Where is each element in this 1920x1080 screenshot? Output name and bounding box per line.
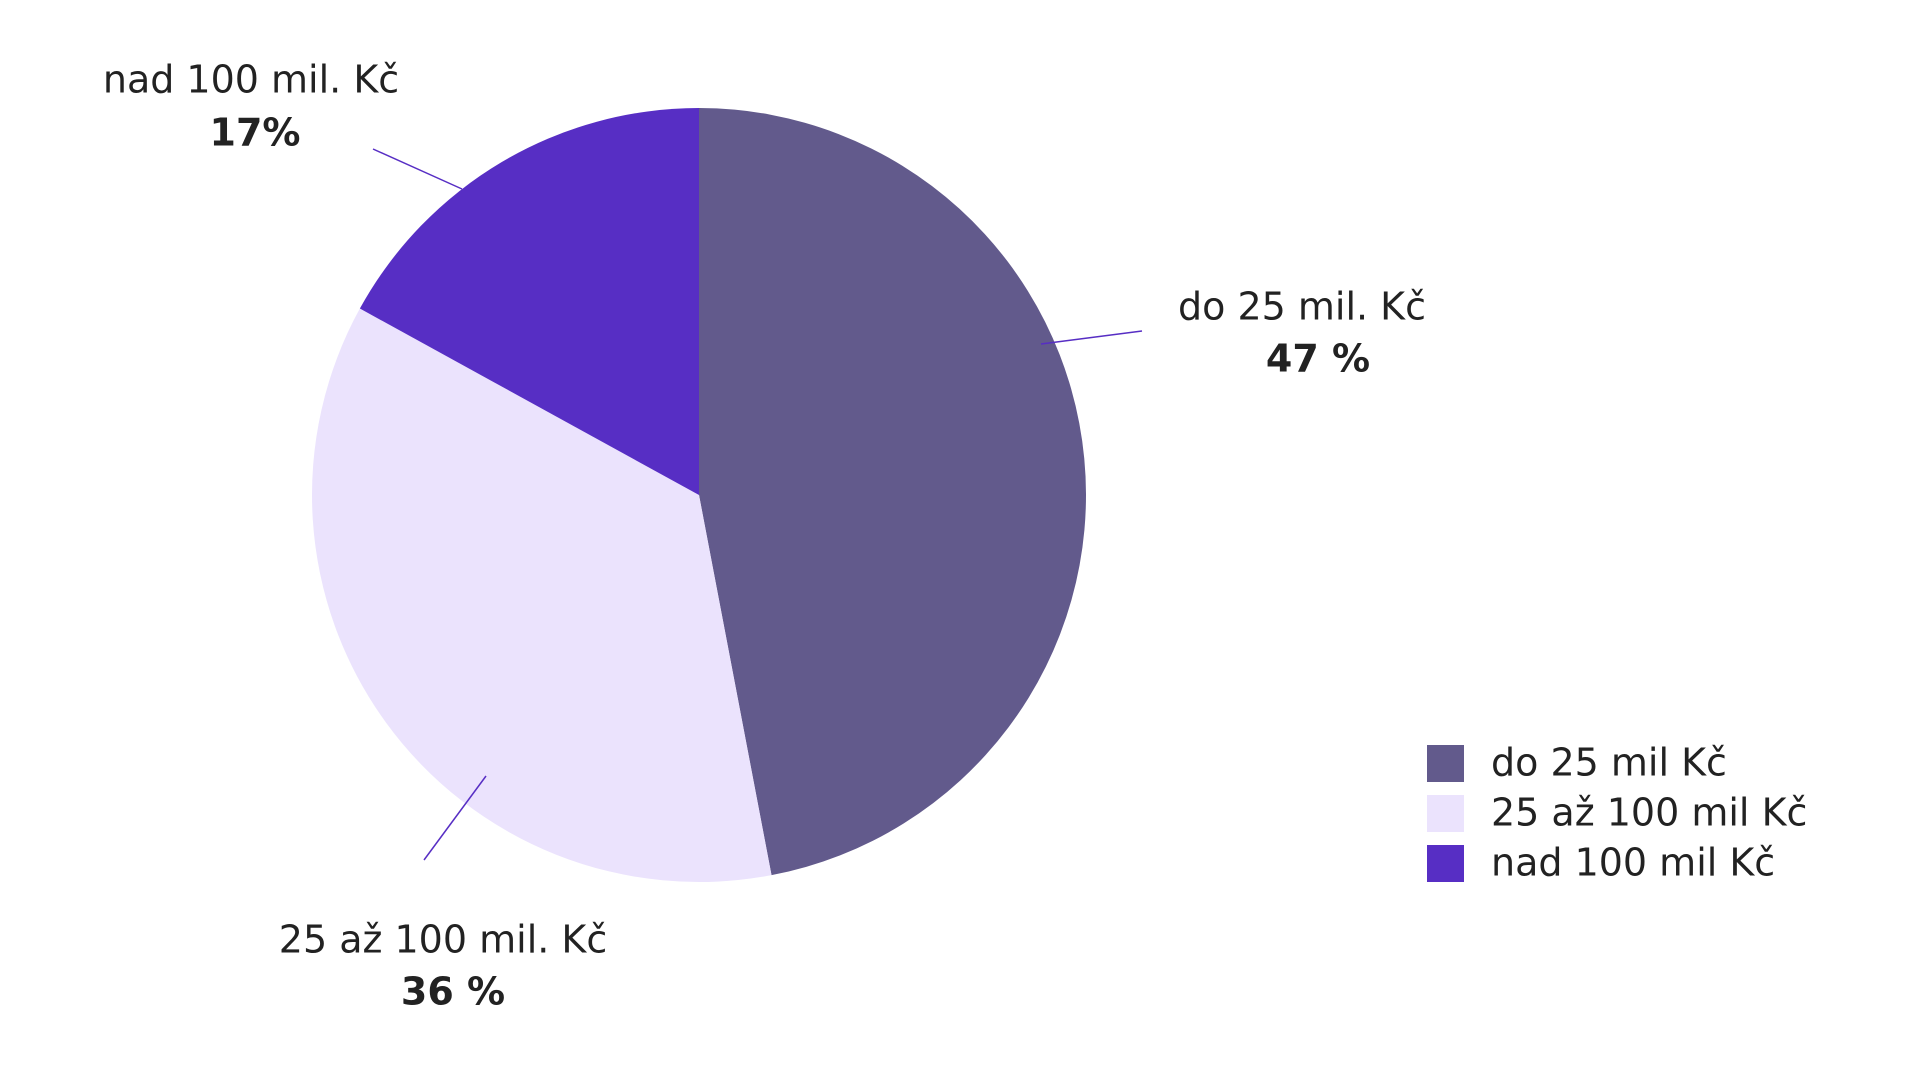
leader-line (1040, 330, 1143, 345)
leader-line (372, 148, 463, 190)
legend-label: do 25 mil Kč (1491, 741, 1727, 785)
slice-value-label: 36 % (401, 970, 505, 1014)
pie-slice (311, 308, 772, 882)
pie-slice (359, 108, 699, 495)
slice-value-label: 47 % (1266, 337, 1370, 381)
pie-slice (699, 108, 1087, 876)
legend-label: 25 až 100 mil Kč (1491, 791, 1807, 835)
leader-line (423, 775, 487, 861)
legend-swatch (1427, 795, 1464, 832)
legend-label: nad 100 mil Kč (1491, 841, 1775, 885)
slice-label: nad 100 mil. Kč (103, 58, 399, 102)
legend-swatch (1427, 745, 1464, 782)
slice-value-label: 17% (210, 111, 301, 155)
slice-label: 25 až 100 mil. Kč (279, 918, 607, 962)
slice-label: do 25 mil. Kč (1178, 285, 1426, 329)
legend-swatch (1427, 845, 1464, 882)
